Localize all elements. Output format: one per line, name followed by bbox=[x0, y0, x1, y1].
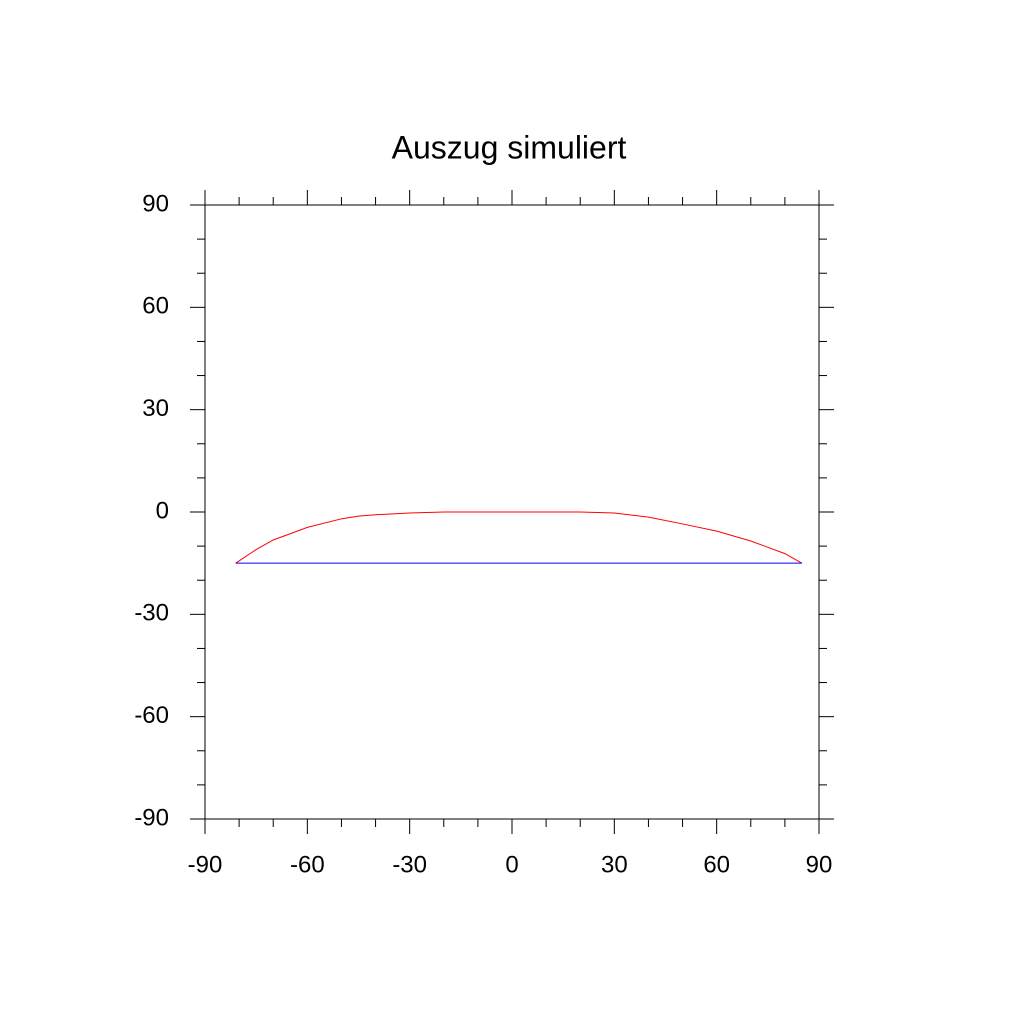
x-tick-label: 60 bbox=[703, 851, 730, 878]
x-tick-label: 0 bbox=[505, 851, 518, 878]
x-tick-label: 90 bbox=[806, 851, 833, 878]
y-tick-label: 0 bbox=[156, 497, 169, 524]
y-tick-label: -60 bbox=[134, 702, 169, 729]
x-tick-label: -60 bbox=[290, 851, 325, 878]
y-tick-label: 60 bbox=[142, 293, 169, 320]
y-tick-label: 30 bbox=[142, 395, 169, 422]
x-tick-label: 30 bbox=[601, 851, 628, 878]
y-tick-label: -90 bbox=[134, 804, 169, 831]
y-tick-label: -30 bbox=[134, 600, 169, 627]
y-tick-label: 90 bbox=[142, 190, 169, 217]
chart-title: Auszug simuliert bbox=[392, 129, 627, 165]
data-line bbox=[235, 511, 803, 564]
x-tick-label: -90 bbox=[188, 851, 223, 878]
x-tick-label: -30 bbox=[392, 851, 427, 878]
